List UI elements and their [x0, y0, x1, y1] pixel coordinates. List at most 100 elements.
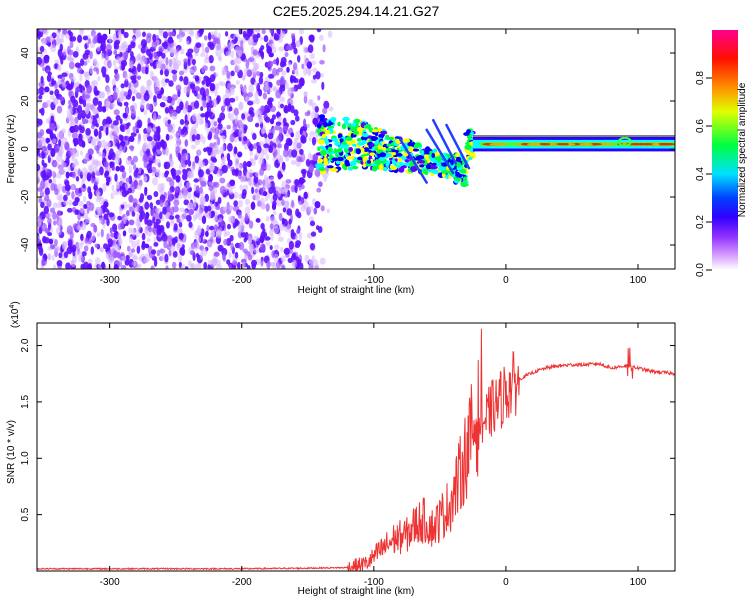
noise-mark: [275, 186, 282, 192]
noise-mark: [70, 260, 74, 265]
cluster-mark: [362, 157, 367, 164]
noise-mark: [302, 200, 309, 210]
noise-mark: [115, 115, 121, 121]
noise-mark: [216, 264, 222, 269]
noise-mark: [53, 220, 57, 226]
cluster-mark: [424, 171, 429, 176]
noise-mark: [201, 46, 205, 55]
cluster-mark: [391, 152, 397, 156]
noise-mark: [200, 180, 207, 187]
noise-mark: [241, 113, 246, 120]
noise-mark: [241, 192, 246, 199]
noise-mark: [238, 101, 244, 110]
noise-mark: [173, 63, 180, 71]
ridge-peak-mark: [641, 143, 653, 146]
noise-mark: [178, 191, 183, 200]
noise-mark: [40, 180, 46, 190]
noise-mark: [121, 190, 128, 198]
noise-mark: [141, 169, 144, 175]
noise-mark: [65, 262, 71, 269]
noise-mark: [206, 210, 212, 220]
noise-mark: [274, 244, 280, 250]
noise-mark: [131, 248, 136, 253]
noise-mark: [172, 72, 177, 82]
noise-mark: [270, 216, 276, 224]
noise-mark: [87, 148, 94, 156]
cluster-mark: [318, 114, 326, 119]
noise-mark: [97, 100, 102, 107]
noise-mark: [278, 46, 285, 52]
noise-mark: [290, 33, 296, 40]
noise-mark: [227, 112, 232, 119]
noise-mark: [83, 204, 88, 209]
noise-mark: [58, 252, 63, 259]
noise-mark: [58, 166, 63, 172]
noise-mark: [167, 190, 173, 199]
noise-mark: [265, 241, 271, 246]
noise-mark: [218, 80, 224, 86]
noise-mark: [42, 235, 47, 244]
noise-mark: [311, 60, 317, 66]
noise-mark: [44, 181, 51, 187]
noise-mark: [194, 100, 200, 109]
noise-mark: [131, 240, 137, 249]
noise-mark: [106, 86, 110, 96]
noise-mark: [202, 101, 208, 108]
noise-mark: [314, 201, 321, 209]
noise-mark: [210, 150, 217, 158]
noise-mark: [82, 35, 89, 41]
noise-mark: [37, 118, 43, 126]
noise-mark: [199, 29, 204, 36]
noise-mark: [54, 188, 59, 196]
cluster-mark: [430, 169, 439, 174]
cluster-mark: [327, 125, 335, 129]
noise-mark: [57, 220, 63, 228]
noise-mark: [45, 168, 50, 174]
noise-mark: [106, 209, 110, 216]
noise-mark: [114, 72, 120, 82]
noise-mark: [219, 177, 226, 184]
noise-mark: [241, 261, 246, 268]
noise-mark: [255, 192, 260, 202]
noise-mark: [259, 71, 264, 78]
noise-mark: [40, 170, 46, 179]
noise-mark: [216, 169, 223, 178]
noise-mark: [128, 159, 135, 165]
noise-mark: [144, 155, 149, 162]
noise-mark: [152, 33, 157, 43]
noise-mark: [298, 177, 305, 185]
noise-mark: [247, 100, 254, 106]
noise-mark: [256, 145, 262, 154]
noise-mark: [307, 44, 314, 54]
noise-mark: [37, 132, 43, 139]
noise-mark: [237, 261, 241, 269]
noise-mark: [58, 193, 64, 203]
noise-mark: [156, 149, 162, 155]
noise-mark: [79, 98, 84, 105]
noise-mark: [146, 219, 153, 227]
cluster-mark: [398, 167, 405, 173]
figure-title: C2E5.2025.294.14.21.G27: [273, 3, 440, 19]
noise-mark: [309, 216, 314, 222]
noise-mark: [283, 106, 288, 114]
noise-mark: [228, 41, 234, 50]
noise-mark: [67, 164, 71, 172]
colorbar-tick-label: 0.2: [695, 215, 706, 229]
noise-mark: [219, 112, 226, 121]
noise-mark: [159, 211, 163, 220]
noise-mark: [275, 89, 282, 99]
noise-mark: [294, 184, 298, 194]
noise-mark: [261, 127, 265, 135]
noise-mark: [170, 206, 175, 216]
noise-mark: [279, 126, 283, 136]
noise-mark: [105, 43, 112, 52]
noise-mark: [135, 229, 141, 238]
noise-mark: [149, 70, 154, 80]
noise-mark: [123, 91, 128, 97]
noise-mark: [280, 246, 284, 252]
noise-mark: [201, 136, 206, 145]
noise-mark: [266, 107, 271, 113]
noise-mark: [226, 124, 231, 130]
noise-mark: [142, 31, 146, 38]
noise-mark: [234, 156, 240, 162]
